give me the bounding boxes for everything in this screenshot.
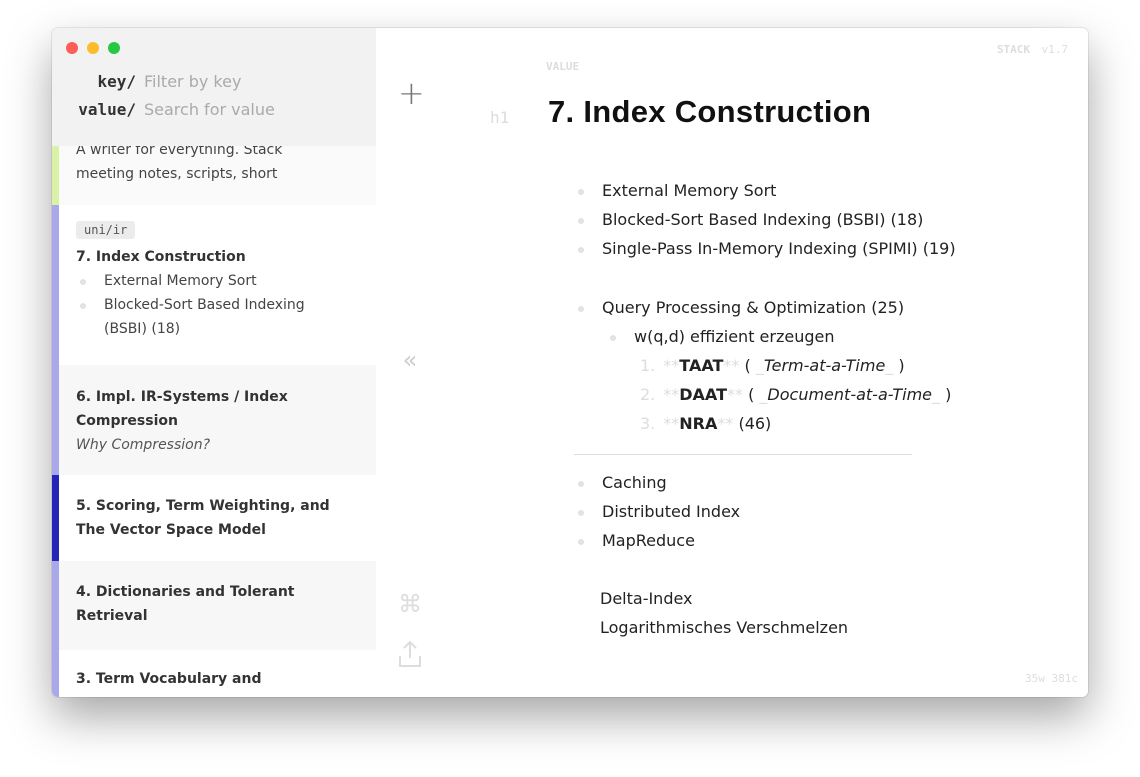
search-panel: key/ value/ (52, 28, 376, 146)
item-color-bar (52, 365, 59, 475)
item-title: 7. Index Construction (76, 249, 246, 265)
list-item[interactable]: 6. Impl. IR-Systems / Index Compression … (52, 365, 376, 475)
item-title: 4. Dictionaries and Tolerant (76, 584, 295, 600)
horizontal-rule (574, 454, 912, 455)
item-title: 6. Impl. IR-Systems / Index (76, 389, 288, 405)
bullet-line: MapReduce (578, 531, 695, 550)
toolbar: + « ⌘ (376, 28, 444, 697)
app-name: STACK (996, 43, 1030, 56)
value-label: value/ (78, 100, 136, 119)
field-label: VALUE (546, 60, 580, 73)
bullet-line: External Memory Sort (577, 181, 777, 200)
item-preview: A writer for everything. Stack (76, 142, 283, 158)
bullet-line: Caching (578, 473, 667, 492)
double-chevron-left-icon[interactable]: « (402, 346, 418, 374)
zoom-button[interactable] (108, 42, 120, 54)
item-title: Compression (76, 413, 178, 429)
text-line: Delta-Index (600, 589, 693, 608)
sidebar: key/ value/ A writer for everything. Sta… (52, 28, 376, 697)
ordered-item: 2. **DAAT** ( _Document-at-a-Time_ ) (640, 385, 952, 404)
bullet-line: Query Processing & Optimization (25) (577, 298, 905, 317)
bullet-line: Distributed Index (577, 502, 741, 521)
heading-marker: h1 (490, 108, 510, 127)
plus-icon[interactable]: + (398, 74, 425, 112)
item-title: 5. Scoring, Term Weighting, and (76, 498, 330, 514)
item-preview: meeting notes, scripts, short (76, 166, 278, 182)
sub-bullet-line: w(q,d) effizient erzeugen (610, 327, 835, 346)
close-button[interactable] (66, 42, 78, 54)
item-title: 3. Term Vocabulary and (76, 671, 262, 687)
minimize-button[interactable] (87, 42, 99, 54)
list-item-selected[interactable]: uni/ir 7. Index Construction External Me… (52, 205, 376, 365)
item-bullet-cont: (BSBI) (18) (104, 321, 181, 337)
list-item[interactable]: 3. Term Vocabulary and (52, 650, 376, 697)
traffic-lights (66, 42, 120, 54)
item-bullet: Blocked-Sort Based Indexing (76, 293, 352, 317)
editor[interactable]: STACK v1.7 VALUE h1 7. Index Constructio… (444, 28, 1088, 697)
ordered-item: 1. **TAAT** ( _Term-at-a-Time_ ) (640, 356, 905, 375)
app-window: key/ value/ A writer for everything. Sta… (52, 28, 1088, 697)
text-line: Logarithmisches Verschmelzen (600, 618, 849, 637)
app-version: v1.7 (1041, 43, 1069, 56)
document-title: 7. Index Construction (548, 94, 872, 129)
list-item[interactable]: 4. Dictionaries and Tolerant Retrieval (52, 561, 376, 650)
item-title: The Vector Space Model (76, 522, 266, 538)
item-bullet: External Memory Sort (76, 269, 352, 293)
key-filter-input[interactable] (144, 72, 364, 91)
key-label: key/ (97, 72, 136, 91)
item-color-bar (52, 561, 59, 650)
item-color-bar (52, 205, 59, 365)
ordered-item: 3. **NRA** (46) (640, 414, 772, 433)
share-icon[interactable] (398, 640, 422, 675)
tag-badge[interactable]: uni/ir (76, 221, 136, 239)
item-subtitle: Why Compression? (76, 437, 211, 453)
bullet-line: Blocked-Sort Based Indexing (BSBI) (18) (577, 210, 924, 229)
item-color-bar (52, 138, 59, 205)
list-item[interactable]: A writer for everything. Stack meeting n… (52, 138, 376, 205)
item-title: Retrieval (76, 608, 148, 624)
list-item[interactable]: 5. Scoring, Term Weighting, and The Vect… (52, 475, 376, 561)
bullet-line: Single-Pass In-Memory Indexing (SPIMI) (… (578, 239, 956, 258)
command-icon[interactable]: ⌘ (398, 590, 422, 618)
item-color-bar (52, 650, 59, 697)
item-color-bar (52, 475, 59, 561)
value-search-input[interactable] (144, 100, 364, 119)
word-char-count: 35w 381c (1025, 672, 1078, 685)
